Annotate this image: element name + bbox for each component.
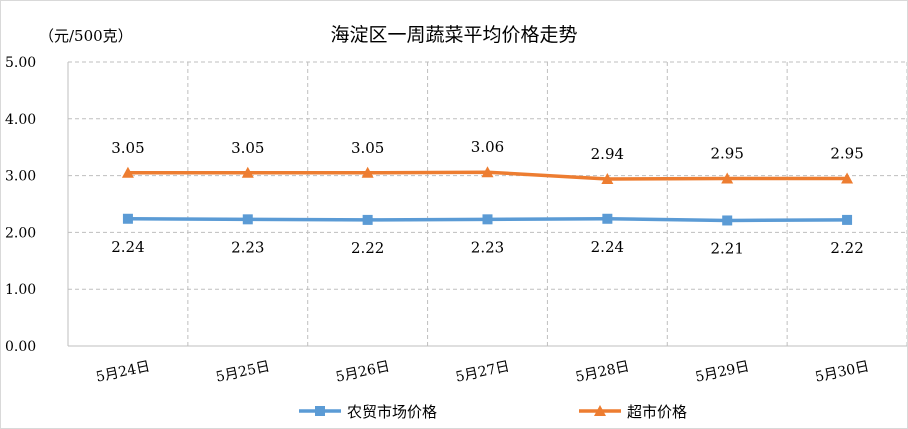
data-label: 2.24 [111,238,144,256]
data-label: 2.95 [711,144,744,162]
y-tick-label: 1.00 [5,282,36,298]
data-point [121,166,134,178]
data-point [361,166,374,178]
y-tick-label: 5.00 [5,55,36,71]
data-point [842,214,853,225]
y-tick-label: 2.00 [5,225,36,241]
data-point [841,172,854,184]
legend-label: 农贸市场价格 [347,403,437,421]
data-point [721,172,734,184]
x-tick-label: 5月29日 [694,359,751,386]
data-point [602,213,613,224]
x-tick-label: 5月26日 [334,359,391,386]
y-tick-label: 3.00 [5,169,36,185]
data-label: 2.22 [830,239,863,257]
data-point [722,215,733,226]
unit-label: （元/500克） [39,27,133,45]
legend-label: 超市价格 [627,403,687,421]
y-tick-label: 4.00 [5,112,36,128]
data-label: 2.95 [830,144,863,162]
data-point [362,214,373,225]
data-label: 3.05 [111,139,144,157]
legend-marker [315,406,325,416]
chart-title: 海淀区一周蔬菜平均价格走势 [330,24,577,46]
data-point [242,214,253,225]
data-label: 3.05 [351,139,384,157]
x-tick-label: 5月24日 [95,359,152,386]
data-label: 2.22 [351,239,384,257]
data-label: 2.24 [591,238,624,256]
data-label: 2.94 [591,145,624,163]
data-point [482,214,493,225]
data-label: 3.06 [471,138,504,156]
x-tick-label: 5月27日 [454,359,511,386]
data-label: 2.23 [231,238,264,256]
x-tick-label: 5月28日 [574,359,631,386]
data-point [122,213,133,224]
data-point [601,173,614,185]
data-label: 3.05 [231,139,264,157]
data-point [481,166,494,178]
legend-marker [594,405,606,416]
x-tick-label: 5月25日 [215,359,272,386]
x-tick-label: 5月30日 [814,359,871,386]
data-label: 2.21 [711,239,744,257]
data-point [241,166,254,178]
data-label: 2.23 [471,238,504,256]
y-tick-label: 0.00 [5,339,36,355]
